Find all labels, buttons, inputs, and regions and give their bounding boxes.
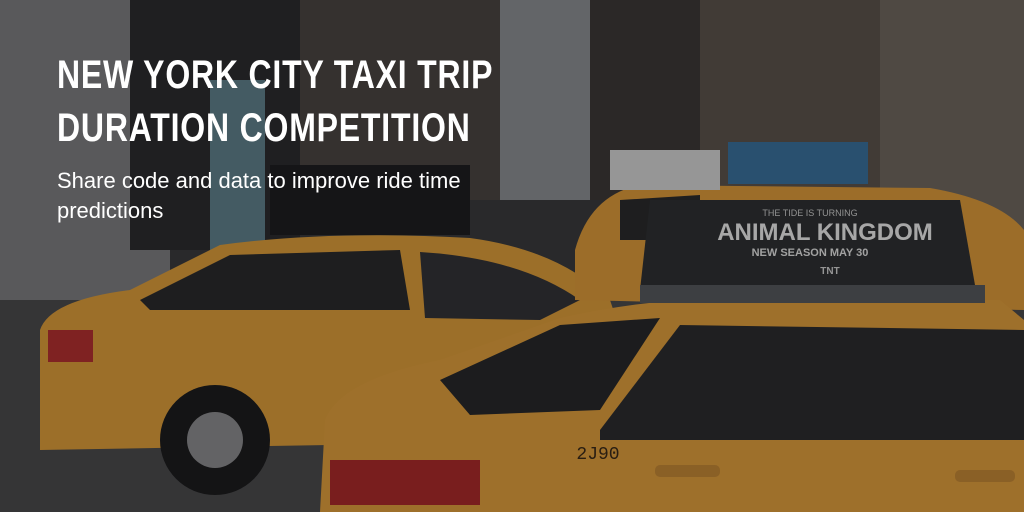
title-line: NEW YORK CITY TAXI TRIP [57, 53, 494, 97]
shutter [210, 80, 265, 250]
roof-sign-left [270, 165, 470, 235]
ad-title: ANIMAL KINGDOM [717, 219, 933, 246]
truck [610, 150, 720, 190]
hubcap [187, 412, 243, 468]
tail-light-front [330, 460, 480, 505]
ad-tagline: THE TIDE IS TURNING [762, 208, 857, 218]
subtitle: Share code and data to improve ride time… [57, 168, 461, 223]
taxi-left-window [140, 250, 410, 310]
ad-subtitle: NEW SEASON MAY 30 [752, 247, 869, 259]
door-handle [955, 470, 1015, 482]
windshield [440, 318, 660, 415]
ad-network: TNT [820, 266, 839, 277]
tail-light [48, 330, 93, 362]
door-handle [655, 465, 720, 477]
taxi-left-window-rear [420, 252, 580, 320]
sky [500, 0, 590, 200]
roof-ad-small [728, 142, 868, 184]
side-window [600, 325, 1024, 440]
cab-number: 2J90 [576, 445, 619, 465]
title-line: DURATION COMPETITION [57, 106, 471, 150]
roof-ad-base [640, 285, 985, 303]
roof-ad [640, 200, 975, 290]
